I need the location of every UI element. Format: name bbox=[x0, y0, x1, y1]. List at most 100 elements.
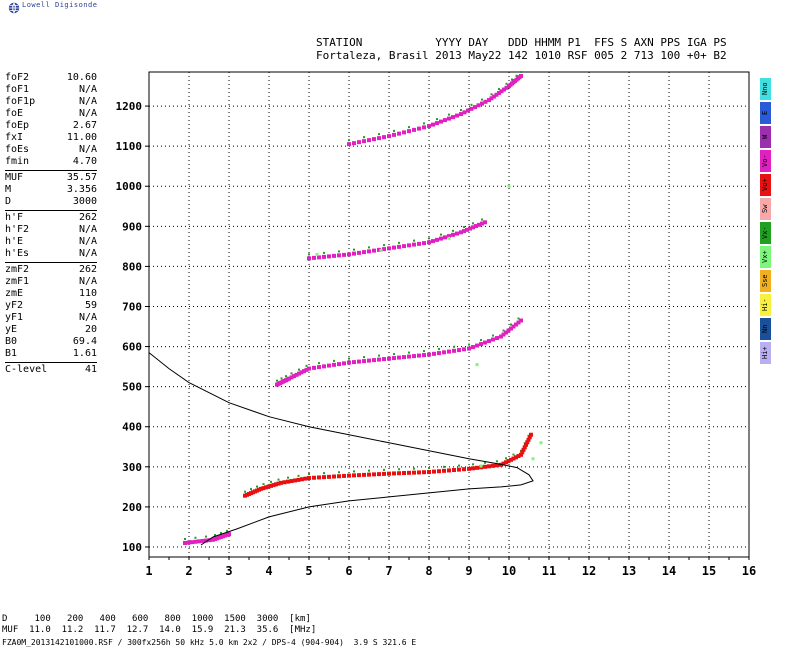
data-point bbox=[483, 340, 487, 345]
param-label: zmF2 bbox=[5, 264, 30, 275]
data-point bbox=[307, 256, 311, 261]
data-point bbox=[439, 119, 443, 124]
x-tick-label: 1 bbox=[145, 564, 152, 578]
param-row: zmF2 262 bbox=[5, 264, 97, 276]
data-point bbox=[422, 125, 426, 130]
x-tick-label: 16 bbox=[742, 564, 756, 578]
data-point bbox=[480, 339, 482, 342]
data-point bbox=[277, 478, 280, 481]
data-point bbox=[377, 357, 381, 362]
data-point bbox=[382, 471, 386, 476]
data-point bbox=[501, 461, 506, 466]
data-point bbox=[407, 470, 411, 475]
data-point bbox=[440, 233, 442, 236]
data-point bbox=[337, 474, 341, 479]
data-point bbox=[279, 480, 283, 485]
data-point bbox=[476, 103, 481, 108]
x-tick-label: 15 bbox=[702, 564, 716, 578]
data-point bbox=[290, 372, 293, 375]
x-tick-label: 6 bbox=[345, 564, 352, 578]
data-point bbox=[357, 359, 361, 364]
param-label: fxI bbox=[5, 132, 24, 143]
data-point bbox=[382, 135, 386, 140]
data-point bbox=[357, 250, 361, 255]
param-value: 4.70 bbox=[72, 156, 97, 167]
param-value: N/A bbox=[78, 108, 97, 119]
header-station-line: STATION YYYY DAY DDD HHMM P1 FFS S AXN P… bbox=[316, 36, 727, 49]
x-tick-label: 11 bbox=[542, 564, 556, 578]
x-tick-label: 14 bbox=[662, 564, 676, 578]
data-point bbox=[200, 538, 205, 543]
data-point bbox=[432, 351, 436, 356]
param-value: 110 bbox=[78, 288, 97, 299]
data-point bbox=[317, 365, 321, 370]
data-point bbox=[348, 139, 350, 142]
data-point bbox=[465, 227, 469, 232]
data-point bbox=[256, 485, 258, 488]
data-point bbox=[397, 244, 401, 249]
data-point bbox=[338, 250, 340, 253]
data-point bbox=[347, 360, 351, 365]
legend-panel: Nno E W Vo- Vo+ Sw Vx- Vx+ Sse Hi- Nn Hi+ bbox=[760, 78, 771, 366]
y-tick-label: 1000 bbox=[116, 180, 143, 193]
param-label: h'F2 bbox=[5, 224, 30, 235]
data-point bbox=[287, 476, 289, 479]
data-point bbox=[505, 82, 508, 85]
data-point bbox=[471, 225, 475, 230]
legend-item: Sw bbox=[760, 198, 771, 220]
data-point bbox=[342, 473, 346, 478]
data-point bbox=[327, 474, 331, 479]
data-point bbox=[447, 116, 451, 121]
data-point bbox=[443, 235, 447, 240]
data-point bbox=[492, 334, 494, 337]
data-point bbox=[511, 324, 516, 329]
param-row: MUF 35.57 bbox=[5, 172, 97, 184]
data-point bbox=[397, 471, 401, 476]
param-value: 1.61 bbox=[72, 348, 97, 359]
data-point bbox=[352, 251, 356, 256]
param-label: C-level bbox=[5, 364, 48, 375]
data-point bbox=[427, 240, 431, 245]
data-point bbox=[436, 118, 438, 121]
y-tick-label: 500 bbox=[122, 381, 142, 394]
data-point bbox=[392, 356, 396, 361]
data-point bbox=[289, 375, 294, 380]
x-tick-label: 7 bbox=[385, 564, 392, 578]
data-point bbox=[511, 456, 516, 461]
data-point bbox=[332, 474, 336, 479]
data-point bbox=[412, 242, 416, 247]
data-point bbox=[308, 253, 310, 256]
data-point bbox=[504, 330, 508, 335]
data-point bbox=[448, 113, 450, 116]
data-point bbox=[367, 358, 371, 363]
globe-icon bbox=[8, 2, 20, 14]
data-point bbox=[271, 483, 276, 488]
data-point bbox=[443, 118, 447, 123]
data-point bbox=[300, 477, 304, 482]
param-value: 20 bbox=[84, 324, 97, 335]
data-point bbox=[447, 236, 451, 240]
data-point bbox=[413, 467, 415, 470]
data-point bbox=[322, 254, 326, 259]
data-point bbox=[367, 472, 371, 477]
param-label: foEs bbox=[5, 144, 30, 155]
y-tick-label: 1200 bbox=[116, 100, 143, 113]
data-point bbox=[352, 473, 356, 478]
param-value: 69.4 bbox=[72, 336, 97, 347]
data-point bbox=[322, 475, 326, 480]
data-point bbox=[250, 488, 252, 491]
data-point bbox=[512, 453, 515, 456]
x-tick-label: 9 bbox=[465, 564, 472, 578]
data-point bbox=[423, 350, 425, 353]
data-point bbox=[408, 351, 410, 354]
data-point bbox=[459, 112, 463, 117]
x-tick-label: 3 bbox=[225, 564, 232, 578]
data-point bbox=[357, 140, 361, 145]
data-point bbox=[292, 374, 296, 379]
param-row: h'F2 N/A bbox=[5, 224, 97, 236]
data-point bbox=[282, 480, 287, 485]
data-point bbox=[402, 355, 406, 360]
data-point bbox=[296, 477, 301, 482]
data-point bbox=[347, 473, 351, 478]
data-point bbox=[469, 106, 474, 111]
